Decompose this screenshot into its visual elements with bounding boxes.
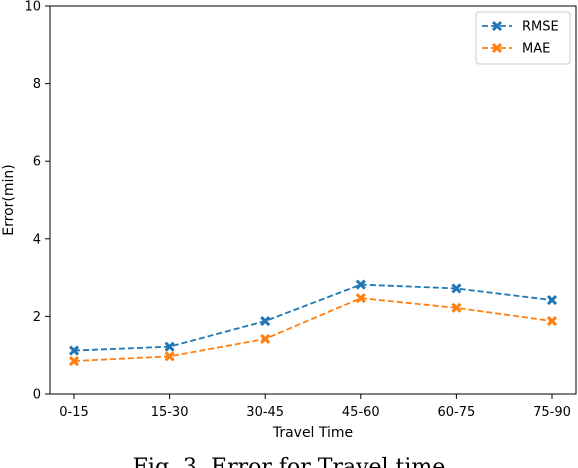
mae-point [68,355,80,367]
rmse-point [546,295,558,306]
x-tick-label: 15-30 [151,405,189,420]
rmse-point [260,315,271,327]
x-tick-label: 0-15 [59,405,89,420]
legend-rmse-marker [491,20,503,32]
rmse-line [73,283,553,352]
rmse-point [451,283,462,294]
legend-mae-marker [491,42,503,54]
y-tick-label: 10 [24,0,41,15]
y-tick-label: 2 [33,310,41,325]
x-tick-label: 30-45 [246,405,284,420]
rmse-point [355,279,366,290]
legend-rmse-label: RMSE [522,20,559,35]
x-axis: 0-15 15-30 30-45 45-60 60-75 75-90 [59,394,571,420]
rmse-point [164,341,175,352]
legend: RMSE MAE [475,11,571,65]
mae-line [73,297,553,362]
x-tick-label: 45-60 [342,405,380,420]
x-axis-title: Travel Time [272,425,353,441]
y-tick-label: 4 [33,232,41,247]
mae-point [451,302,462,313]
mae-point [355,293,366,304]
x-tick-label: 75-90 [533,405,571,420]
y-axis: 0 2 4 6 8 10 [24,0,50,403]
y-tick-label: 8 [33,77,41,92]
plot-frame [49,5,577,395]
series-layer [68,279,558,367]
x-tick-label: 60-75 [438,405,476,420]
legend-mae-label: MAE [522,42,550,57]
rmse-point [68,345,80,356]
mae-point [260,333,271,344]
y-tick-label: 6 [33,155,41,170]
mae-point [164,351,175,362]
y-tick-label: 0 [33,388,41,403]
mae-point [546,315,558,327]
y-axis-title: Error(min) [1,164,17,235]
figure-caption: Fig. 3. Error for Travel time [133,455,446,468]
